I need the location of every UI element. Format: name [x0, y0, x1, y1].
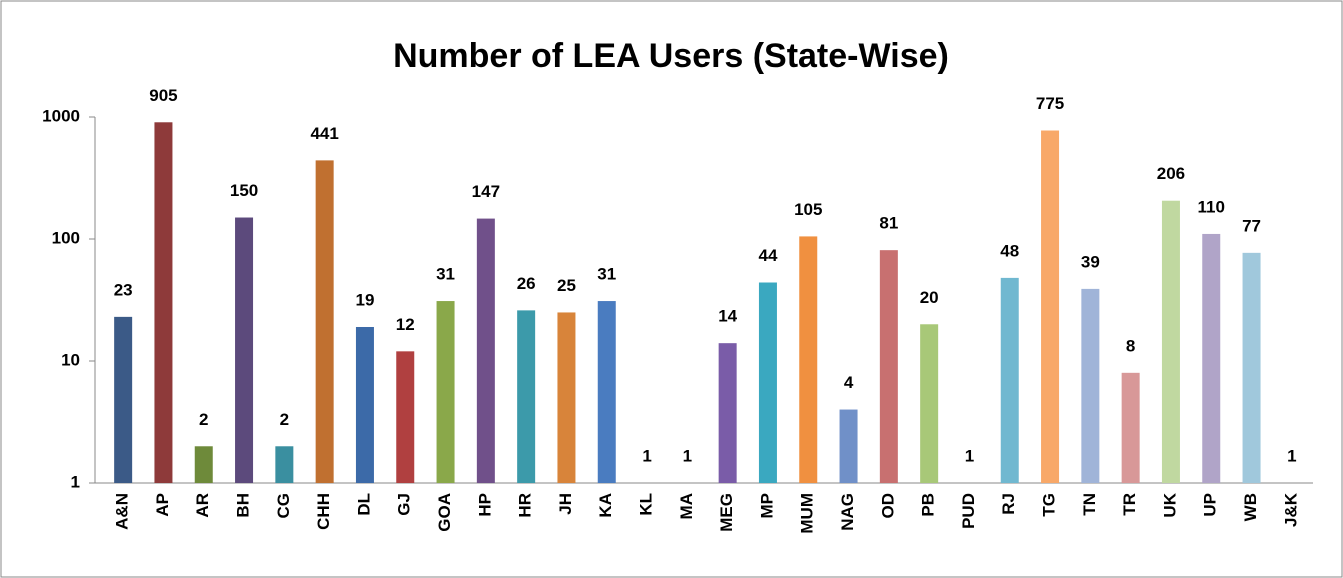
x-tick-label: PB — [919, 493, 938, 517]
bar — [275, 446, 294, 483]
x-tick-label: GJ — [395, 493, 414, 516]
data-label: 39 — [1081, 252, 1100, 271]
bar — [517, 310, 536, 483]
x-tick-label: HR — [516, 493, 535, 518]
bar — [1081, 288, 1100, 483]
x-tick-label: GOA — [435, 493, 454, 532]
data-label: 441 — [310, 124, 338, 143]
x-tick-label: KA — [596, 493, 615, 518]
data-label: 48 — [1000, 241, 1019, 260]
data-label: 23 — [114, 280, 133, 299]
x-tick-label: UP — [1201, 493, 1220, 517]
data-label: 77 — [1242, 216, 1261, 235]
bar — [839, 409, 858, 483]
x-tick-label: OD — [878, 493, 897, 519]
data-label: 26 — [517, 274, 536, 293]
data-label: 2 — [280, 410, 289, 429]
bar — [235, 217, 254, 484]
bar — [154, 122, 173, 483]
x-tick-label: MP — [757, 493, 776, 519]
x-tick-label: TR — [1120, 493, 1139, 516]
bar — [1242, 252, 1261, 483]
data-label: 31 — [436, 265, 455, 284]
x-tick-label: J&K — [1281, 492, 1300, 527]
data-label: 4 — [844, 373, 854, 392]
x-tick-label: AR — [193, 493, 212, 518]
bar — [557, 312, 576, 483]
data-label: 105 — [794, 200, 822, 219]
x-tick-label: RJ — [999, 493, 1018, 515]
bar — [194, 446, 213, 483]
bar — [1161, 200, 1180, 484]
data-label: 1 — [1287, 446, 1296, 465]
bar — [758, 282, 777, 483]
x-tick-label: KL — [637, 493, 656, 516]
x-tick-label: NAG — [838, 493, 857, 531]
x-tick-label: CG — [274, 493, 293, 519]
data-label: 31 — [597, 265, 616, 284]
data-label: 1 — [683, 446, 692, 465]
x-tick-label: A&N — [113, 493, 132, 530]
x-tick-label: PUD — [959, 493, 978, 529]
x-tick-label: CHH — [314, 493, 333, 530]
x-tick-label: HP — [475, 493, 494, 517]
x-tick-label: TN — [1080, 493, 1099, 516]
x-tick-label: UK — [1160, 492, 1179, 517]
data-label: 44 — [758, 246, 777, 265]
data-label: 905 — [149, 86, 177, 105]
x-tick-label: MA — [677, 493, 696, 519]
x-tick-label: TG — [1040, 493, 1059, 517]
data-label: 110 — [1198, 197, 1225, 216]
data-label: 8 — [1126, 336, 1135, 355]
bar — [799, 236, 818, 483]
bar — [597, 301, 616, 483]
x-tick-label: BH — [234, 493, 253, 518]
y-tick-label: 1000 — [42, 106, 80, 125]
data-label: 1 — [642, 446, 651, 465]
x-tick-label: JH — [556, 493, 575, 515]
bar — [1041, 130, 1060, 483]
data-label: 2 — [199, 410, 208, 429]
x-tick-label: WB — [1241, 493, 1260, 521]
data-label: 25 — [557, 276, 576, 295]
x-tick-label: MEG — [717, 493, 736, 532]
data-label: 1 — [965, 446, 974, 465]
data-label: 19 — [355, 290, 374, 309]
data-label: 206 — [1157, 164, 1185, 183]
data-label: 20 — [920, 288, 939, 307]
bar — [476, 218, 495, 483]
bar — [355, 326, 374, 483]
y-tick-label: 10 — [61, 350, 80, 369]
data-label: 147 — [472, 182, 500, 201]
bar — [1000, 277, 1019, 483]
bar — [436, 301, 455, 483]
data-label: 14 — [718, 307, 737, 326]
x-tick-label: AP — [153, 493, 172, 517]
bar — [315, 160, 334, 484]
bar — [1202, 233, 1221, 483]
bar — [114, 316, 133, 483]
bar — [396, 351, 415, 483]
data-label: 12 — [396, 315, 415, 334]
y-tick-label: 1 — [71, 472, 80, 491]
bar — [920, 324, 939, 483]
bar — [718, 343, 737, 483]
data-label: 775 — [1036, 94, 1064, 113]
data-label: 150 — [230, 181, 258, 200]
data-label: 81 — [879, 214, 898, 233]
chart-title: Number of LEA Users (State-Wise) — [393, 37, 949, 75]
x-tick-label: MUM — [798, 493, 817, 534]
y-tick-label: 100 — [52, 228, 80, 247]
bar — [879, 250, 898, 483]
bar — [1121, 372, 1140, 483]
x-tick-label: DL — [354, 493, 373, 516]
